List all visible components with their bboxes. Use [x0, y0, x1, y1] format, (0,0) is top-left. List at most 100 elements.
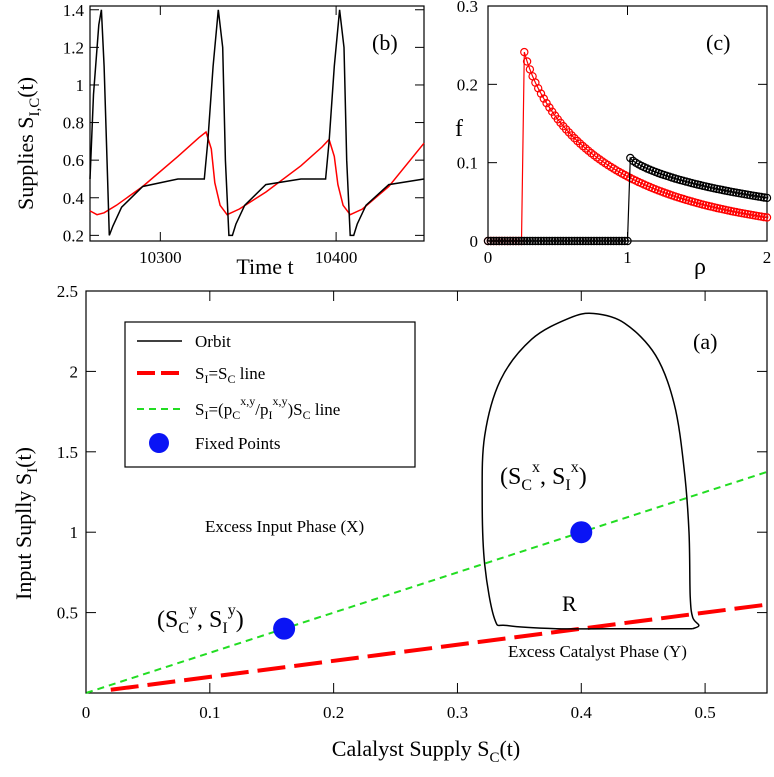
c-point-red [567, 131, 576, 140]
c-point-red [575, 139, 585, 148]
c-point-black [617, 236, 627, 246]
b-ytick-label: 1 [76, 76, 85, 95]
c-point-black [564, 236, 574, 246]
c-point-black [603, 236, 613, 246]
c-point-black [542, 236, 551, 246]
c-point-black [497, 236, 507, 246]
c-xtick-label: 2 [763, 248, 772, 267]
legend-fixed-label: Fixed Points [195, 434, 281, 453]
c-point-red [584, 146, 593, 155]
b-xtick-label: 10400 [315, 248, 358, 267]
c-point-black [592, 236, 602, 246]
c-point-black [595, 236, 604, 246]
c-ytick-label: 0 [470, 232, 479, 251]
c-point-black [511, 236, 521, 246]
c-point-black [575, 236, 585, 246]
b-ytick-label: 0.2 [63, 226, 84, 245]
c-point-black [553, 236, 563, 246]
c-point-red [762, 213, 772, 222]
c-line-black [488, 156, 768, 242]
a-xtick-label: 0.1 [199, 703, 220, 722]
panel-c-xlabel: ρ [694, 254, 706, 280]
c-ytick-label: 0.3 [457, 0, 478, 16]
panel-c: 0 0.1 0.2 0.3 0 1 2 (c) ρ f [455, 0, 771, 280]
panel-c-ticks: 0 0.1 0.2 0.3 0 1 2 [457, 0, 772, 267]
panel-a-lines [85, 312, 768, 694]
c-point-red [525, 65, 535, 74]
c-point-black [567, 236, 576, 246]
c-point-black [548, 236, 557, 246]
c-point-black [609, 236, 618, 246]
panel-b-label: (b) [372, 30, 398, 55]
c-ytick-label: 0.2 [457, 75, 478, 94]
c-point-red [754, 211, 763, 221]
c-point-black [573, 236, 582, 246]
region-r-label: R [562, 591, 577, 616]
c-point-black [520, 236, 529, 246]
c-point-red [570, 133, 579, 143]
c-point-black [534, 236, 543, 246]
c-point-black [598, 236, 607, 246]
panel-b-series [89, 9, 425, 237]
a-xtick-label: 0 [82, 703, 91, 722]
c-point-black [531, 236, 540, 246]
c-point-black [517, 236, 526, 246]
b-ytick-label: 1.4 [63, 1, 85, 20]
b-ytick-label: 0.4 [63, 189, 85, 208]
c-point-black [550, 236, 560, 246]
c-point-black [760, 193, 769, 202]
c-point-black [525, 236, 535, 246]
c-point-red [760, 212, 769, 222]
panel-a-ticks: 0 0.1 0.2 0.3 0.4 0.5 0.5 1 1.5 2 2.5 [57, 282, 767, 722]
panel-a: 0 0.1 0.2 0.3 0.4 0.5 0.5 1 1.5 2 2.5 (a) Excess I… [11, 282, 768, 766]
c-point-black [626, 153, 635, 163]
c-point-black [536, 236, 546, 246]
b-xtick-label: 10300 [139, 248, 182, 267]
c-point-black [561, 236, 571, 246]
c-point-red [542, 98, 551, 108]
legend-box [124, 321, 416, 468]
legend-orbit-label: Orbit [195, 332, 231, 351]
c-point-black [606, 236, 616, 246]
c-point-black [589, 236, 599, 246]
c-point-black [556, 236, 565, 246]
c-point-red [520, 47, 529, 57]
c-point-black [514, 236, 523, 246]
excess-input-annotation: Excess Input Phase (X) [205, 517, 364, 536]
c-point-red [573, 136, 582, 146]
c-point-red [581, 144, 590, 153]
c-point-black [614, 236, 624, 246]
excess-catalyst-annotation: Excess Catalyst Phase (Y) [508, 642, 687, 661]
panel-b-xlabel: Time t [236, 254, 293, 279]
c-ytick-label: 0.1 [457, 154, 478, 173]
fixed-point-x-label: (SCx, SIx) [500, 459, 587, 494]
c-point-black [500, 236, 509, 246]
panel-a-ylabel: Input Suplly SI(t) [11, 447, 41, 600]
c-point-black [545, 236, 554, 246]
a-xtick-label: 0.4 [571, 703, 593, 722]
c-point-black [612, 236, 621, 246]
series-line-S_C [89, 9, 425, 237]
c-point-black [508, 236, 518, 246]
c-point-black [601, 236, 610, 246]
c-point-red [522, 57, 532, 66]
c-point-red [545, 103, 554, 112]
c-point-black [522, 236, 532, 246]
a-ytick-label: 1.5 [57, 443, 78, 462]
fixed-point-y-label: (SCy, SIy) [157, 602, 244, 637]
a-xtick-label: 0.3 [447, 703, 468, 722]
c-point-black [528, 236, 537, 246]
orbit-curve [481, 312, 700, 630]
panel-a-label: (a) [693, 329, 717, 354]
c-point-black [581, 236, 590, 246]
a-xtick-label: 0.5 [694, 703, 715, 722]
legend-line1-label: SI=SC line [195, 364, 265, 386]
a-ytick-label: 2.5 [57, 282, 78, 301]
a-ytick-label: 1 [70, 523, 79, 542]
panel-a-xlabel: Calalyst Supply SC(t) [332, 736, 520, 766]
c-point-black [570, 236, 579, 246]
b-ytick-label: 1.2 [63, 38, 84, 57]
panel-c-label: (c) [706, 30, 730, 55]
c-point-black [559, 236, 568, 246]
